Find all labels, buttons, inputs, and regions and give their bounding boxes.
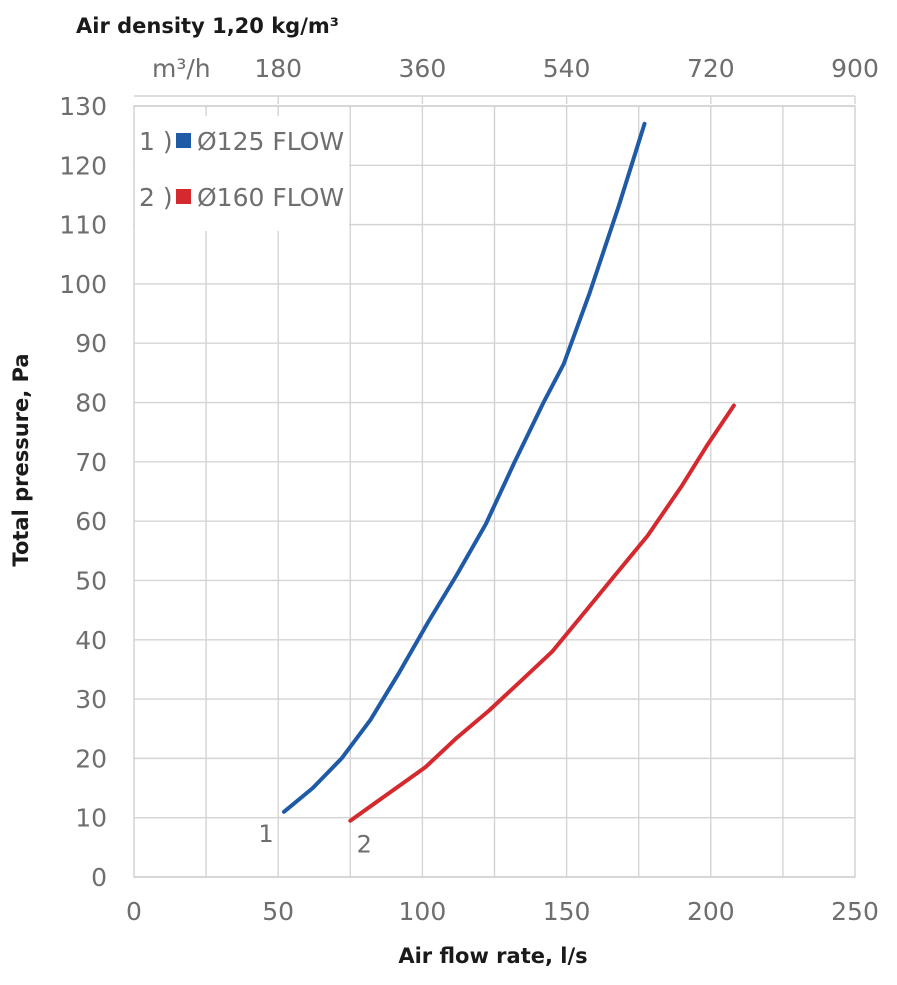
secondary-x-tick-label: 360 [399, 54, 447, 83]
x-tick-label: 200 [687, 897, 735, 926]
plot-frame [133, 105, 856, 878]
secondary-x-tick-label: 720 [687, 54, 735, 83]
y-tick-label: 0 [91, 863, 107, 892]
series-line-2 [348, 403, 736, 823]
y-tick-label: 40 [75, 626, 107, 655]
legend-swatch [176, 133, 191, 148]
curve-label-2: 2 [357, 831, 372, 859]
y-tick-label: 120 [59, 151, 107, 180]
y-tick-label: 90 [75, 329, 107, 358]
y-tick-label: 30 [75, 685, 107, 714]
series-lines [282, 121, 736, 823]
x-tick-label: 50 [262, 897, 294, 926]
x-tick-label: 150 [543, 897, 591, 926]
legend-index: 1 ) [139, 127, 173, 156]
y-axis-ticks: 0 10 20 30 40 50 60 70 80 90 100 110 120 130 [59, 92, 107, 892]
legend-swatch [176, 189, 191, 204]
y-tick-label: 50 [75, 566, 107, 595]
y-axis-title: Total pressure, Pa [9, 353, 33, 566]
secondary-x-tick-label: 540 [543, 54, 591, 83]
x-tick-label: 100 [399, 897, 447, 926]
secondary-x-tick-label: 900 [831, 54, 879, 83]
secondary-x-axis-ticks: 180 360 540 720 900 [134, 54, 879, 104]
secondary-x-tick-label: 180 [254, 54, 302, 83]
secondary-x-axis-unit: m³/h [152, 54, 211, 83]
series-line-1 [282, 121, 647, 814]
legend-label: Ø160 FLOW [197, 183, 344, 212]
x-axis-ticks: 0 50 100 150 200 250 [126, 897, 879, 926]
y-tick-label: 100 [59, 270, 107, 299]
legend-index: 2 ) [139, 183, 173, 212]
x-axis-title: Air flow rate, l/s [398, 944, 587, 968]
y-tick-label: 70 [75, 448, 107, 477]
chart-title: Air density 1,20 kg/m³ [76, 14, 339, 38]
y-tick-label: 80 [75, 389, 107, 418]
y-tick-label: 110 [59, 211, 107, 240]
y-tick-label: 10 [75, 804, 107, 833]
legend: 1 ) Ø125 FLOW 2 ) Ø160 FLOW [135, 116, 349, 231]
y-tick-label: 60 [75, 507, 107, 536]
legend-label: Ø125 FLOW [197, 127, 344, 156]
y-tick-label: 20 [75, 744, 107, 773]
x-tick-label: 0 [126, 897, 142, 926]
curve-label-1: 1 [258, 820, 273, 848]
legend-background [135, 116, 349, 231]
y-tick-label: 130 [59, 92, 107, 121]
x-tick-label: 250 [831, 897, 879, 926]
